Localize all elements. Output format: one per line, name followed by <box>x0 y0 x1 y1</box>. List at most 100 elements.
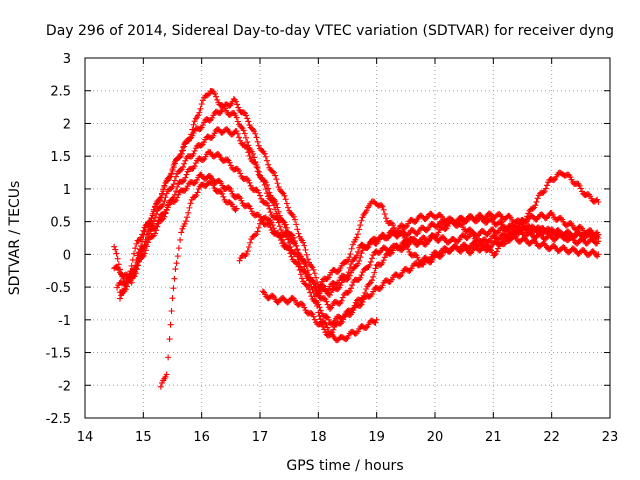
data-point <box>294 246 301 253</box>
data-point <box>525 210 532 217</box>
data-point <box>290 239 297 246</box>
data-point <box>470 233 477 240</box>
data-point <box>469 230 476 237</box>
data-point <box>196 109 203 116</box>
plot-frame <box>84 57 611 419</box>
y-tick-label: 0 <box>63 248 71 263</box>
data-point <box>453 243 459 250</box>
data-point <box>288 253 295 260</box>
data-point <box>269 222 276 229</box>
data-point <box>355 260 361 267</box>
data-point <box>180 178 186 185</box>
data-point <box>285 236 291 243</box>
data-point <box>253 231 260 238</box>
data-point <box>371 269 378 276</box>
data-point <box>274 180 281 187</box>
data-point <box>514 223 521 230</box>
data-point <box>226 159 233 166</box>
data-point <box>297 271 304 278</box>
data-point <box>199 97 206 104</box>
data-point <box>169 167 176 174</box>
data-point <box>253 134 260 141</box>
x-tick-label: 21 <box>485 430 502 445</box>
data-point <box>167 321 174 328</box>
data-point <box>486 246 493 253</box>
data-point <box>254 228 261 235</box>
data-point <box>324 275 331 282</box>
data-point <box>366 262 373 269</box>
data-point <box>302 246 309 253</box>
data-point <box>253 161 260 168</box>
data-point <box>198 101 205 108</box>
data-point <box>245 149 252 156</box>
data-point <box>236 257 243 264</box>
data-point <box>321 295 328 302</box>
data-point <box>204 92 211 99</box>
data-point <box>159 191 165 198</box>
data-point <box>132 245 139 252</box>
data-point <box>173 260 180 267</box>
data-point <box>433 233 440 240</box>
data-point <box>125 279 132 286</box>
data-point <box>170 164 177 171</box>
data-point <box>511 229 518 236</box>
data-point <box>463 218 470 225</box>
data-point <box>247 239 254 246</box>
data-point <box>228 188 235 195</box>
data-point <box>358 217 365 224</box>
data-point <box>238 124 245 131</box>
data-point <box>252 130 259 137</box>
data-point <box>236 167 242 174</box>
data-point <box>181 143 188 150</box>
data-point <box>112 246 119 253</box>
data-point <box>282 221 289 228</box>
data-point <box>211 90 218 97</box>
data-point <box>152 214 158 221</box>
data-point <box>281 239 288 246</box>
data-point <box>224 156 231 163</box>
x-axis-label: GPS time / hours <box>286 458 403 474</box>
data-point <box>467 226 473 233</box>
data-point <box>306 277 312 284</box>
data-point <box>531 237 538 244</box>
data-point <box>595 238 602 245</box>
data-point <box>161 198 168 205</box>
data-series <box>111 88 602 390</box>
data-point <box>217 109 224 116</box>
data-point <box>278 234 285 241</box>
data-point <box>183 171 190 178</box>
data-point <box>182 174 189 181</box>
series-arc-2 <box>111 96 602 298</box>
data-point <box>378 202 385 209</box>
x-tick-label: 19 <box>368 430 385 445</box>
data-point <box>369 277 375 284</box>
data-point <box>232 98 239 105</box>
data-point <box>168 308 175 315</box>
data-point <box>530 205 536 212</box>
data-point <box>114 255 121 262</box>
y-tick-label: 1 <box>63 183 71 198</box>
data-point <box>252 232 258 239</box>
data-point <box>162 180 169 187</box>
data-point <box>210 182 217 189</box>
data-point <box>244 138 251 145</box>
data-point <box>245 202 252 209</box>
data-point <box>131 266 137 273</box>
data-point <box>177 236 184 243</box>
data-point <box>348 285 354 292</box>
y-tick-label: 2.5 <box>50 85 71 100</box>
data-point <box>163 190 170 197</box>
data-point <box>245 244 252 251</box>
data-point <box>233 205 240 212</box>
data-point <box>504 235 511 242</box>
axis-ticks <box>84 57 611 419</box>
data-point <box>542 185 549 192</box>
data-point <box>423 227 430 234</box>
data-point <box>323 298 330 305</box>
data-point <box>266 189 273 196</box>
data-point <box>174 183 181 190</box>
data-point <box>320 323 326 330</box>
data-point <box>199 122 206 129</box>
data-point <box>383 215 389 222</box>
data-point <box>164 204 171 211</box>
